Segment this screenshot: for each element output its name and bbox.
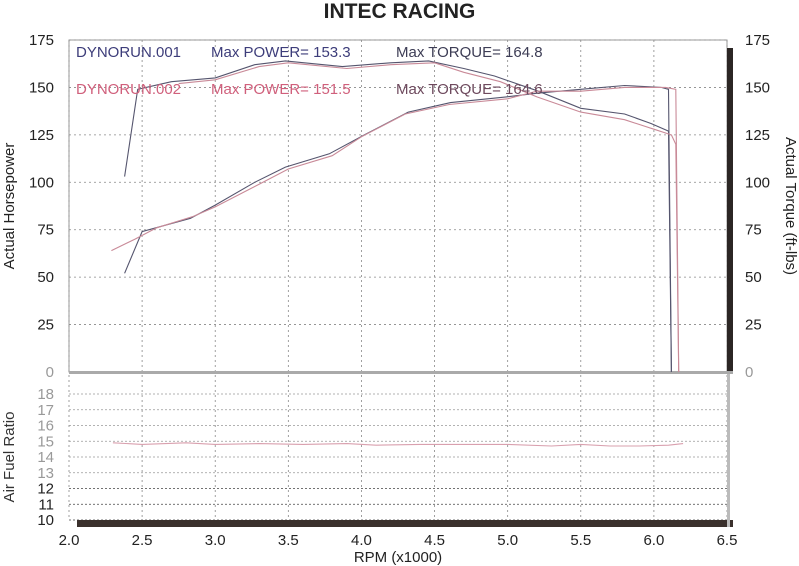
y-tick-label-right: 25 bbox=[745, 317, 762, 334]
afr-axis-title: Air Fuel Ratio bbox=[1, 412, 18, 503]
y-tick-label-left: 75 bbox=[37, 222, 54, 239]
y-tick-label-left: 0 bbox=[46, 364, 54, 381]
legend-max-power: Max POWER= 151.5 bbox=[211, 81, 351, 98]
y-tick-label-right: 175 bbox=[745, 32, 770, 49]
x-tick-label: 2.0 bbox=[59, 532, 80, 549]
y-tick-label-right: 75 bbox=[745, 222, 762, 239]
chart-title: INTEC RACING bbox=[323, 0, 476, 23]
y-tick-label-right: 50 bbox=[745, 269, 762, 286]
afr-tick-label: 17 bbox=[37, 402, 54, 419]
afr-tick-label: 15 bbox=[37, 433, 54, 450]
afr-tick-label: 12 bbox=[37, 481, 54, 498]
afr-tick-label: 18 bbox=[37, 386, 54, 403]
afr-tick-label: 11 bbox=[38, 496, 54, 513]
x-tick-label: 3.5 bbox=[278, 532, 299, 549]
x-axis-title: RPM (x1000) bbox=[354, 549, 442, 566]
afr-line bbox=[112, 442, 684, 447]
y-tick-label-right: 0 bbox=[745, 364, 753, 381]
run2-power-line bbox=[111, 86, 680, 373]
panel-separator bbox=[69, 371, 733, 374]
x-tick-label: 3.0 bbox=[205, 532, 226, 549]
afr-tick-label: 13 bbox=[37, 465, 54, 482]
x-tick-label: 2.5 bbox=[132, 532, 153, 549]
y-axis-title-left: Actual Horsepower bbox=[1, 143, 18, 270]
x-tick-label: 4.5 bbox=[424, 532, 445, 549]
afr-tick-label: 16 bbox=[37, 418, 54, 435]
y-tick-label-left: 100 bbox=[29, 174, 54, 191]
bottom-border-bar bbox=[77, 520, 733, 527]
y-tick-label-left: 150 bbox=[29, 79, 54, 96]
y-tick-label-left: 25 bbox=[37, 317, 54, 334]
y-tick-label-left: 125 bbox=[29, 127, 54, 144]
x-tick-label: 5.5 bbox=[570, 532, 591, 549]
run1-power-line bbox=[124, 84, 672, 373]
legend-max-torque: Max TORQUE= 164.8 bbox=[396, 44, 543, 61]
run2-torque-line bbox=[178, 62, 680, 373]
legend-run-name: DYNORUN.002 bbox=[76, 81, 181, 98]
afr-right-border bbox=[727, 374, 730, 527]
run1-torque-line bbox=[124, 60, 672, 373]
x-tick-label: 6.0 bbox=[643, 532, 664, 549]
y-tick-label-right: 150 bbox=[745, 79, 770, 96]
x-tick-label: 4.0 bbox=[351, 532, 372, 549]
y-tick-label-left: 175 bbox=[29, 32, 54, 49]
legend-max-torque: Max TORQUE= 164.6 bbox=[396, 81, 543, 98]
right-border-bar bbox=[727, 48, 733, 372]
legend-run-name: DYNORUN.001 bbox=[76, 44, 181, 61]
y-axis-title-right: Actual Torque (ft-lbs) bbox=[782, 137, 799, 275]
legend-max-power: Max POWER= 153.3 bbox=[211, 44, 351, 61]
y-tick-label-right: 125 bbox=[745, 127, 770, 144]
x-tick-label: 6.5 bbox=[717, 532, 738, 549]
y-tick-label-right: 100 bbox=[745, 174, 770, 191]
x-tick-label: 5.0 bbox=[497, 532, 518, 549]
y-tick-label-left: 50 bbox=[37, 269, 54, 286]
afr-tick-label: 14 bbox=[37, 449, 54, 466]
afr-tick-label: 10 bbox=[37, 512, 54, 529]
